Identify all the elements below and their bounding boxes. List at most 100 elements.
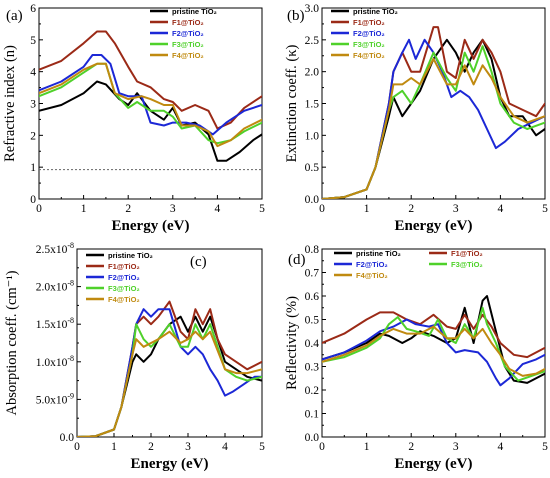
panel-label: (c) [190,254,207,270]
x-axis-title: Energy (eV) [131,456,209,472]
x-tick-label: 1 [364,203,370,215]
x-axis-title: Energy (eV) [395,456,473,472]
y-tick-label: 2.0 [305,67,320,79]
legend-entry: F1@TiO₂ [108,262,140,271]
plot-frame [38,7,263,200]
x-tick-label: 4 [215,203,221,215]
y-tick-label: 2.5x10-8 [36,241,74,256]
legend-entry: F1@TiO₂ [451,249,483,258]
y-tick-label: 0.0 [305,194,320,206]
legend-entry: F3@TiO₂ [353,40,385,49]
series-line-4 [322,325,545,377]
legend-entry: F2@TiO₂ [353,29,385,38]
x-tick-label: 1 [81,203,87,215]
panel-a: 0 1 2 3 4 5 0 1 2 3 4 5 6 Energy (eV) Refractive index… [2,3,265,234]
x-tick-label: 4 [498,203,504,215]
y-tick-label: 0.2 [305,385,320,397]
series-line-0 [77,315,262,437]
x-tick-label: 0 [74,441,80,453]
legend-entry: F4@TiO₂ [356,271,388,280]
plot-frame [76,248,263,438]
panel-label: (a) [6,8,23,24]
x-axis-title: Energy (eV) [112,218,190,234]
legend-entry: pristine TiO₂ [108,251,153,260]
x-tick-label: 3 [453,441,459,453]
legend-entry: F3@TiO₂ [108,284,140,293]
series-line-0 [39,80,262,162]
y-tick-label: 1 [30,162,36,174]
x-tick-label: 0 [36,203,42,215]
panel-d: 0 1 2 3 4 5 0.0 0.1 0.2 0.3 0.4 0.5 0.6 0.7 0.8 Energy … [284,244,548,472]
series-line-2 [39,54,262,136]
legend-entry: F4@TiO₂ [353,51,385,60]
y-axis-title: Absorption coeff. (cm⁻¹) [4,270,20,415]
y-tick-label: 1.0 [305,130,320,142]
x-tick-label: 3 [170,203,176,215]
legend-entry: pristine TiO₂ [353,7,398,16]
series-line-1 [77,300,262,437]
legend-entry: F2@TiO₂ [108,273,140,282]
legend-entry: F4@TiO₂ [108,295,140,304]
y-tick-label: 3 [30,99,36,111]
panel-b: 0 1 2 3 4 5 0.0 0.5 1.0 1.5 2.0 2.5 3.0 Energy (eV) Ex… [284,3,548,234]
series-line-4 [39,62,262,148]
panel-label: (b) [287,8,305,24]
panel-label: (d) [288,252,306,268]
x-tick-label: 3 [185,441,191,453]
series-line-3 [322,45,545,199]
legend-entry: F3@TiO₂ [172,40,204,49]
x-tick-label: 1 [111,441,117,453]
x-tick-label: 2 [408,441,414,453]
y-tick-label: 2.5 [305,35,320,47]
x-tick-label: 4 [498,441,504,453]
y-tick-label: 0.6 [305,291,320,303]
legend-entry: F3@TiO₂ [451,260,483,269]
x-tick-label: 0 [319,441,325,453]
y-axis-title: Refractive index (n) [2,45,18,162]
y-tick-label: 0 [30,194,36,206]
x-tick-label: 2 [125,203,131,215]
legend-entry: F2@TiO₂ [356,260,388,269]
y-tick-label: 0.5 [305,162,320,174]
legend-entry: F2@TiO₂ [172,29,204,38]
y-tick-label: 4 [30,67,36,79]
y-axis-title: Extinction coeff. (κ) [284,44,300,162]
x-tick-label: 5 [542,441,548,453]
y-tick-label: 0.3 [305,362,320,374]
x-tick-label: 5 [259,203,265,215]
x-tick-label: 1 [364,441,370,453]
y-tick-label: 1.5 [305,99,320,111]
legend-entry: F1@TiO₂ [172,18,204,27]
legend-entry: F4@TiO₂ [172,51,204,60]
y-tick-label: 0.5 [305,315,320,327]
series-line-1 [322,311,545,359]
y-tick-label: 5 [30,35,36,47]
y-tick-label: 1.5x10-8 [36,316,74,331]
x-tick-label: 5 [542,203,548,215]
y-tick-label: 0.0 [60,432,75,444]
series-line-3 [77,323,262,437]
x-tick-label: 0 [319,203,325,215]
y-tick-label: 0.1 [305,409,320,421]
x-tick-label: 3 [453,203,459,215]
y-tick-label: 0.7 [305,268,320,280]
y-tick-label: 2 [30,130,36,142]
series-line-4 [322,57,545,199]
y-tick-label: 2.0x10-8 [36,279,74,294]
x-axis-title: Energy (eV) [395,218,473,234]
series-line-4 [77,330,262,437]
y-tick-label: 0.4 [305,338,320,350]
x-tick-label: 2 [408,203,414,215]
y-tick-label: 3.0 [305,3,320,15]
x-tick-label: 2 [148,441,154,453]
x-tick-label: 4 [222,441,228,453]
legend-entry: F1@TiO₂ [353,18,385,27]
y-tick-label: 0.8 [305,244,320,256]
legend-entry: pristine TiO₂ [172,7,217,16]
y-tick-label: 5.0x10-9 [36,391,74,406]
series-line-2 [322,318,545,387]
y-tick-label: 0.0 [305,432,320,444]
panel-c: 0 1 2 3 4 5 0.0 5.0x10-9 1.0x10-8 1.5x10-8 2.0x10-… [4,241,265,472]
legend-entry: pristine TiO₂ [356,249,401,258]
